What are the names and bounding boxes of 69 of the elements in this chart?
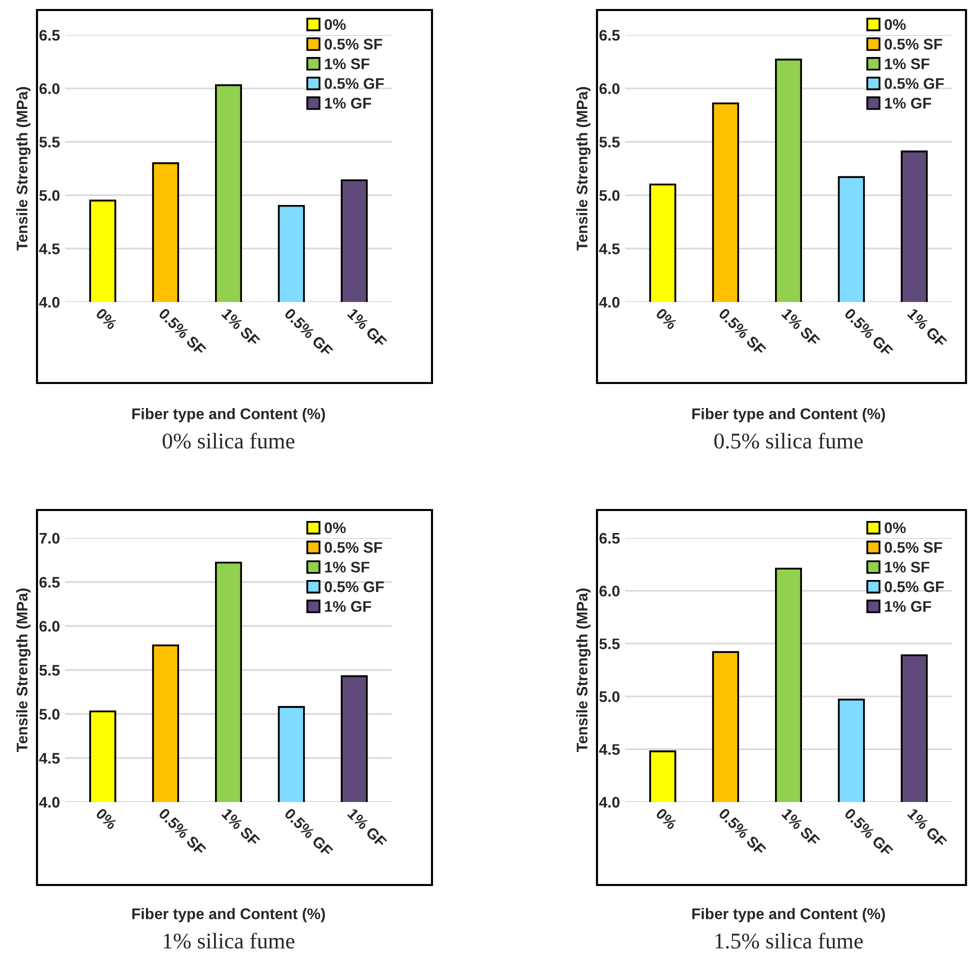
y-tick-label: 4.0	[599, 296, 620, 308]
y-tick-label: 5.0	[599, 691, 620, 702]
y-tick-label: 5.5	[39, 136, 60, 148]
y-tick-label: 4.5	[39, 753, 60, 764]
y-tick-label: 5.5	[599, 638, 620, 650]
y-axis-title: Tensile Strength (MPa)	[576, 588, 591, 752]
x-tick-label: 1% SF	[781, 808, 820, 847]
y-tick-label: 4.5	[599, 244, 620, 254]
y-tick-label: 6.0	[599, 586, 620, 596]
legend-label: 0.5% SF	[884, 542, 942, 553]
x-tick-label: 0%	[655, 308, 678, 330]
x-tick-label: 0%	[655, 808, 678, 830]
y-tick-label: 5.5	[599, 136, 620, 148]
legend-label: 0.5% SF	[324, 542, 382, 553]
y-axis-title: Tensile Strength (MPa)	[16, 87, 31, 251]
text: 0.5% silica fume	[714, 432, 863, 449]
legend-label: 0%	[324, 19, 346, 30]
y-tick-label: 6.5	[39, 30, 60, 41]
y-tick-label: 5.0	[599, 190, 620, 201]
x-tick-label: 1% GF	[907, 808, 948, 848]
legend-label: 0%	[324, 522, 346, 534]
legend-label: 0.5% GF	[324, 581, 384, 592]
y-tick-label: 4.0	[39, 296, 60, 308]
legend-label: 0.5% SF	[884, 38, 942, 50]
x-tick-label: 1% SF	[781, 308, 820, 347]
legend-label: 0.5% SF	[324, 38, 382, 50]
y-tick-label: 5.0	[39, 190, 60, 201]
y-tick-label: 6.0	[39, 620, 60, 632]
legend-label: 1% GF	[885, 98, 932, 109]
y-tick-label: 6.5	[39, 576, 60, 588]
legend-label: 1% GF	[325, 601, 372, 612]
legend-label: 1% SF	[325, 58, 370, 70]
legend-label: 1% GF	[885, 601, 932, 612]
legend-label: 0%	[884, 522, 906, 534]
y-axis-title: Tensile Strength (MPa)	[576, 87, 591, 251]
y-tick-label: 6.5	[599, 532, 620, 544]
x-axis-title: Fiber type and Content (%)	[132, 408, 325, 422]
text: 1.5% silica fume	[715, 932, 863, 949]
x-tick-label: 1% GF	[347, 808, 388, 848]
x-axis-title: Fiber type and Content (%)	[132, 908, 325, 922]
y-tick-label: 4.0	[39, 796, 60, 808]
legend-label: 0.5% GF	[324, 78, 384, 89]
legend-label: 1% SF	[885, 58, 930, 70]
x-tick-label: 1% SF	[221, 308, 260, 347]
x-axis-title: Fiber type and Content (%)	[692, 908, 885, 922]
legend-label: 0%	[884, 19, 906, 30]
text: 0% silica fume	[162, 432, 294, 449]
y-tick-label: 4.0	[599, 796, 620, 808]
y-tick-label: 4.5	[39, 244, 60, 254]
y-tick-label: 5.0	[39, 708, 60, 720]
legend-label: 0.5% GF	[884, 581, 944, 592]
x-tick-label: 1% GF	[347, 308, 388, 348]
y-tick-label: 6.5	[599, 30, 620, 41]
x-tick-label: 1% GF	[907, 308, 948, 348]
x-axis-title: Fiber type and Content (%)	[692, 408, 885, 422]
legend-label: 1% SF	[885, 562, 930, 573]
legend-label: 1% SF	[325, 562, 370, 573]
legend-label: 0.5% GF	[884, 78, 944, 89]
y-tick-label: 7.0	[40, 532, 60, 544]
x-tick-label: 1% SF	[221, 808, 260, 847]
y-tick-label: 4.5	[599, 744, 620, 755]
x-tick-label: 0%	[95, 308, 118, 330]
x-tick-label: 0%	[95, 808, 118, 830]
y-tick-label: 6.0	[39, 83, 60, 94]
y-tick-label: 6.0	[599, 83, 620, 94]
y-axis-title: Tensile Strength (MPa)	[16, 588, 31, 752]
text: 1% silica fume	[164, 932, 294, 949]
legend-label: 1% GF	[325, 98, 372, 109]
y-tick-label: 5.5	[39, 665, 60, 676]
